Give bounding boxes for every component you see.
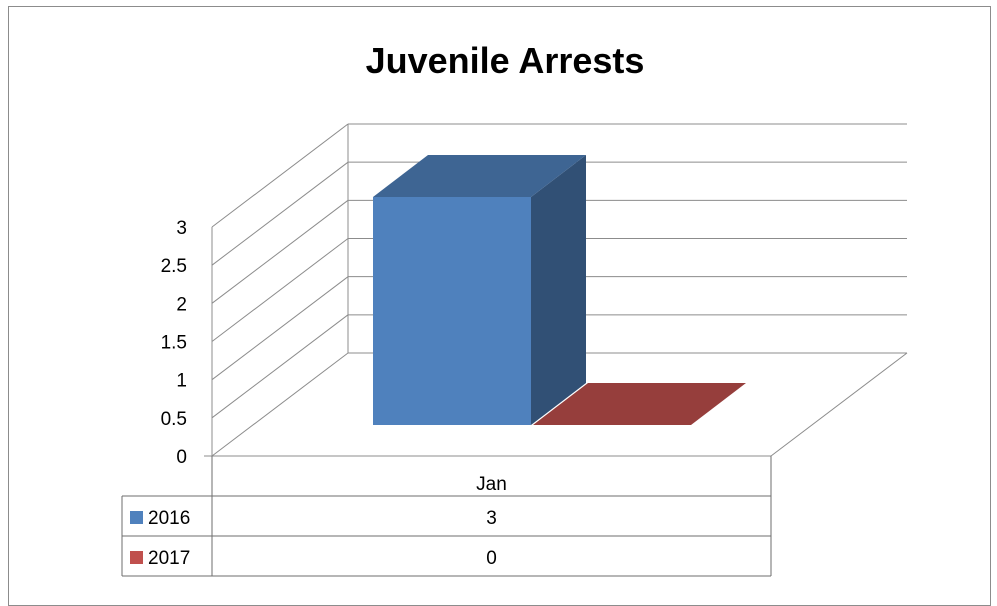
- table-value-2017: 0: [486, 548, 497, 569]
- bar-2016: [373, 155, 586, 425]
- y-tick-label: 2: [176, 294, 187, 315]
- bar-side-2016: [531, 155, 586, 425]
- gridline-diagonal: [211, 276, 349, 381]
- y-tick-label: 2.5: [161, 256, 187, 277]
- bar-layer: [373, 155, 746, 425]
- legend-label-2017: 2017: [148, 548, 190, 569]
- gridline-diagonal: [211, 199, 349, 304]
- data-table: Jan 2016 3 2017 0: [121, 456, 772, 577]
- gridline-diagonal: [211, 123, 349, 228]
- floor-right-edge: [770, 352, 908, 457]
- gridline-diagonal: [211, 352, 349, 457]
- gridline-diagonal: [211, 238, 349, 342]
- chart-title: Juvenile Arrests: [365, 40, 645, 81]
- bar-2017: [533, 383, 746, 425]
- gridline-diagonal: [211, 314, 349, 419]
- table-value-2016: 3: [486, 508, 497, 529]
- bar-top-2016: [373, 155, 586, 197]
- y-tick-label: 1: [176, 371, 187, 392]
- y-tick-labels: 0 0.5 1 1.5 2 2.5 3: [161, 218, 187, 468]
- legend-label-2016: 2016: [148, 508, 190, 529]
- y-tick-label: 3: [176, 218, 187, 239]
- legend-key-2016: [130, 511, 143, 524]
- y-tick-label: 0: [176, 447, 187, 468]
- legend-key-2017: [130, 551, 143, 564]
- bar-top-2017: [533, 383, 746, 425]
- gridline-diagonal: [211, 161, 349, 266]
- y-tick-label: 0.5: [161, 409, 187, 430]
- bar-front-2016: [373, 197, 531, 425]
- x-category-label: Jan: [476, 474, 507, 495]
- y-tick-label: 1.5: [161, 333, 187, 354]
